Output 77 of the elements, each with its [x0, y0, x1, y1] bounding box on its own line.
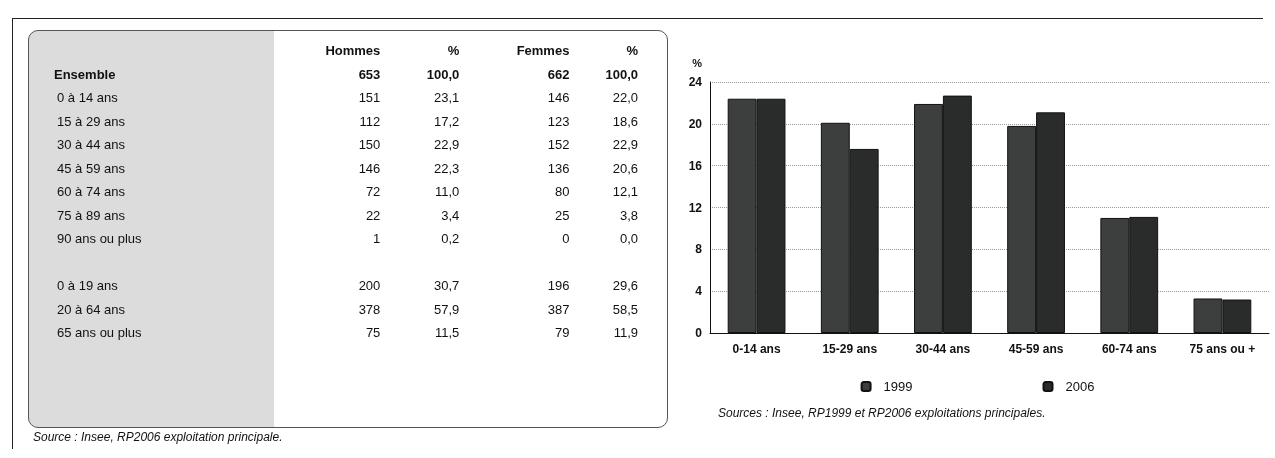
data-label: 22 — [364, 206, 382, 225]
y-tick-label: 0 — [695, 326, 703, 340]
x-tick-label: 15-29 ans — [822, 342, 878, 356]
source-note: Source : Insee, RP2006 exploitation principale. — [33, 430, 283, 444]
category-label: 60 à 74 ans — [56, 183, 126, 202]
y-tick-label: 12 — [688, 200, 703, 215]
y-tick-label: 24 — [688, 75, 703, 89]
data-label: 22,9 — [611, 136, 639, 155]
data-label: 151 — [357, 89, 382, 108]
legend-label: 1999 — [883, 379, 913, 394]
data-label: 12,1 — [611, 183, 639, 202]
data-label: 123 — [546, 112, 571, 131]
data-label: 17,2 — [432, 112, 461, 131]
data-label: 57,9 — [432, 300, 461, 319]
x-tick-label: 0-14 ans — [732, 342, 781, 356]
x-tick-label: 45-59 ans — [1008, 342, 1064, 356]
category-label: 0 à 14 ans — [56, 89, 119, 108]
text: % — [446, 42, 461, 61]
data-label: 11,9 — [612, 324, 639, 343]
category-label: 75 à 89 ans — [56, 206, 126, 225]
y-axis-title: % — [692, 56, 703, 69]
data-label: 23,1 — [432, 89, 461, 108]
x-tick-label: 75 ans ou + — [1189, 342, 1256, 356]
legend-label: 2006 — [1065, 379, 1095, 394]
data-label: 152 — [546, 136, 571, 155]
data-label: 100,0 — [604, 65, 639, 84]
y-tick-label: 8 — [695, 242, 703, 257]
data-label: 112 — [358, 112, 382, 131]
data-label: 11,5 — [433, 324, 461, 343]
data-label: 22,9 — [432, 136, 461, 155]
data-label: 146 — [357, 159, 382, 178]
data-label: 72 — [364, 183, 382, 202]
category-label: 20 à 64 ans — [56, 300, 126, 319]
category-label: 65 ans ou plus — [56, 324, 143, 343]
data-label: 22,3 — [432, 159, 461, 178]
data-label: 3,8 — [618, 206, 639, 225]
data-label: 387 — [546, 300, 571, 319]
data-label: 0,0 — [618, 230, 639, 249]
data-label: 29,6 — [611, 277, 639, 296]
data-label: 146 — [546, 89, 571, 108]
data-label: 80 — [553, 183, 571, 202]
source-note: Sources : Insee, RP1999 et RP2006 exploitations principales. — [718, 406, 1046, 420]
category-label: Ensemble — [53, 65, 117, 84]
text: Femmes — [515, 42, 571, 61]
data-label: 20,6 — [611, 159, 639, 178]
data-label: 79 — [553, 324, 571, 343]
x-tick-label: 60-74 ans — [1101, 342, 1157, 356]
data-label: 150 — [357, 136, 382, 155]
y-tick-label: 16 — [688, 158, 703, 173]
data-label: 11,0 — [433, 183, 461, 202]
data-label: 1 — [372, 230, 382, 249]
category-label: 15 à 29 ans — [56, 112, 126, 131]
data-label: 100,0 — [425, 65, 461, 84]
category-label: 90 ans ou plus — [56, 230, 143, 249]
data-label: 18,6 — [611, 112, 639, 131]
data-label: 136 — [546, 159, 571, 178]
y-tick-label: 20 — [688, 116, 703, 131]
data-label: 30,7 — [432, 277, 461, 296]
category-label: 30 à 44 ans — [56, 136, 126, 155]
data-label: 200 — [357, 277, 382, 296]
data-label: 0,2 — [440, 230, 461, 249]
data-label: 22,0 — [611, 89, 639, 108]
x-tick-label: 30-44 ans — [915, 342, 971, 356]
data-label: 58,5 — [611, 300, 639, 319]
series-label: Hommes — [324, 42, 382, 61]
data-label: 662 — [546, 65, 571, 84]
category-label: 45 à 59 ans — [56, 159, 126, 178]
text: % — [625, 42, 639, 61]
data-label: 653 — [357, 65, 382, 84]
category-label: 0 à 19 ans — [56, 277, 119, 296]
y-tick-label: 4 — [695, 284, 703, 299]
data-label: 378 — [357, 300, 382, 319]
data-label: 75 — [364, 324, 382, 343]
data-label: 3,4 — [440, 206, 461, 225]
data-label: 25 — [553, 206, 571, 225]
data-label: 0 — [561, 230, 571, 249]
data-label: 196 — [546, 277, 571, 296]
